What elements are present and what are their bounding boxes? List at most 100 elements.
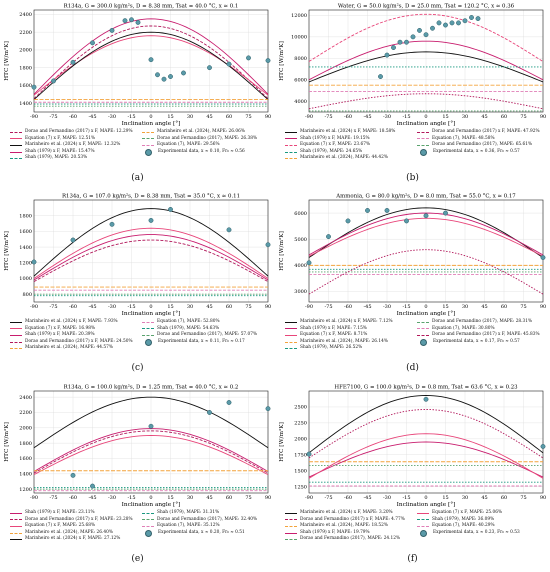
legend-item: Shah (1979), MAPE: 24.65% bbox=[285, 149, 362, 156]
legend-swatch bbox=[142, 144, 154, 146]
legend-item: Dorao and Fernandino (2017) x F, MAPE: 2… bbox=[10, 517, 133, 524]
x-tick-label: -60 bbox=[69, 114, 77, 120]
legend-item: Marinheiro et al. (2024), MAPE: 26.40% bbox=[10, 530, 113, 537]
experimental-point bbox=[443, 210, 448, 216]
legend-item: Marinheiro et al. (2024) x F, MAPE: 7.93… bbox=[10, 319, 118, 326]
chart-svg-f: HFE7100, G = 100.0 kg/m²s, D = 0.8 mm, T… bbox=[278, 384, 546, 509]
y-tick-label: 1800 bbox=[19, 213, 32, 219]
legend-swatch bbox=[10, 328, 22, 330]
x-tick-label: 0 bbox=[149, 114, 152, 120]
y-tick-label: 2000 bbox=[19, 48, 32, 54]
x-tick-label: -75 bbox=[324, 114, 332, 120]
x-tick-label: -90 bbox=[30, 304, 38, 310]
x-axis-label: Inclination angle [°] bbox=[397, 502, 456, 508]
x-tick-label: 15 bbox=[167, 304, 173, 310]
chart-legend: Marinheiro et al. (2024) x F, MAPE: 3.20… bbox=[285, 510, 547, 546]
experimental-point bbox=[226, 61, 232, 67]
legend-swatch bbox=[285, 334, 297, 336]
x-tick-label: 0 bbox=[424, 114, 427, 120]
legend-item: Experimental data, x ≈ 0.36, Fr₀ ≈ 0.57 bbox=[417, 148, 520, 156]
experimental-point bbox=[417, 27, 422, 33]
y-axis-label: HTC [W/m²K] bbox=[278, 231, 285, 271]
legend-label: Shah (1979), MAPE: 20.53% bbox=[25, 155, 88, 161]
x-tick-label: -45 bbox=[88, 304, 96, 310]
x-tick-label: -90 bbox=[305, 114, 313, 120]
legend-item: Equation (7) x F, MAPE: 25.06% bbox=[417, 510, 502, 517]
experimental-point bbox=[265, 242, 271, 248]
y-tick-label: 12000 bbox=[291, 13, 307, 19]
chart-panel-f: HFE7100, G = 100.0 kg/m²s, D = 0.8 mm, T… bbox=[275, 381, 550, 571]
legend-label: Shah (1979), MAPE: 36.09% bbox=[432, 516, 495, 522]
experimental-point bbox=[135, 19, 141, 25]
experimental-point bbox=[404, 218, 409, 224]
x-tick-label: -30 bbox=[383, 114, 391, 120]
legend-swatch bbox=[10, 158, 22, 160]
series-line-2 bbox=[308, 217, 544, 257]
x-tick-label: 60 bbox=[226, 304, 232, 310]
x-tick-label: 30 bbox=[462, 304, 468, 310]
legend-swatch bbox=[285, 539, 297, 541]
legend-label: Dorao and Fernandino (2017) x F, MAPE: 2… bbox=[25, 338, 133, 344]
x-tick-label: -45 bbox=[363, 114, 371, 120]
legend-swatch bbox=[10, 512, 22, 514]
x-tick-label: 60 bbox=[501, 114, 507, 120]
x-axis-label: Inclination angle [°] bbox=[122, 311, 181, 317]
x-tick-label: 90 bbox=[265, 495, 271, 501]
x-tick-label: -45 bbox=[88, 495, 96, 501]
x-axis-label: Inclination angle [°] bbox=[397, 121, 456, 127]
legend-label: Equation (7) x F, MAPE: 23.67% bbox=[300, 142, 371, 148]
series-line-0 bbox=[308, 207, 544, 258]
experimental-point bbox=[148, 57, 154, 63]
legend-item: Equation (7) x F, MAPE: 12.51% bbox=[10, 136, 95, 143]
legend-swatch bbox=[417, 131, 429, 133]
legend-swatch bbox=[285, 131, 297, 133]
x-tick-label: -60 bbox=[344, 304, 352, 310]
x-tick-label: -45 bbox=[88, 114, 96, 120]
experimental-point bbox=[109, 221, 115, 227]
legend-item: Experimental data, x ≈ 0.10, Fr₀ ≈ 0.56 bbox=[142, 148, 245, 156]
x-tick-label: 75 bbox=[245, 495, 251, 501]
x-tick-label: 75 bbox=[245, 304, 251, 310]
legend-item: Dorao and Fernandino (2017) x F, MAPE: 4… bbox=[285, 517, 405, 524]
legend-item: Equation (7), MAPE: 52.80% bbox=[142, 319, 220, 326]
y-tick-label: 1500 bbox=[294, 468, 307, 474]
x-tick-label: 15 bbox=[442, 495, 448, 501]
legend-item: Shah (1979), MAPE: 54.63% bbox=[142, 326, 219, 333]
experimental-point bbox=[148, 423, 154, 429]
chart-legend: Marinheiro et al. (2024) x F, MAPE: 18.5… bbox=[285, 129, 547, 165]
legend-item: Marinheiro et al. (2024), MAPE: 44.57% bbox=[10, 345, 113, 352]
plot-frame bbox=[308, 390, 544, 494]
legend-label: Shah (1979) x F, MAPE: 19.79% bbox=[300, 529, 370, 535]
panel-caption: (e) bbox=[131, 554, 144, 564]
y-tick-label: 1400 bbox=[19, 101, 32, 107]
chart-title: Water, G = 50.0 kg/m²s, D = 25.0 mm, Tsa… bbox=[338, 3, 515, 10]
experimental-point bbox=[207, 410, 212, 415]
legend-swatch bbox=[10, 131, 22, 133]
legend-swatch bbox=[10, 525, 22, 527]
y-tick-label: 1250 bbox=[294, 484, 307, 490]
x-tick-label: 75 bbox=[520, 495, 526, 501]
legend-item: Equation (7) x F, MAPE: 25.68% bbox=[10, 523, 95, 530]
panel-caption: (f) bbox=[407, 554, 418, 564]
series-line-1 bbox=[33, 430, 269, 474]
chart-title: HFE7100, G = 100.0 kg/m²s, D = 0.8 mm, T… bbox=[334, 384, 518, 391]
experimental-point bbox=[155, 72, 160, 78]
legend-swatch bbox=[10, 151, 22, 153]
series-line-2 bbox=[308, 13, 544, 62]
legend-item: Equation (7) x F, MAPE: 8.71% bbox=[285, 332, 367, 339]
legend-swatch bbox=[417, 321, 429, 323]
experimental-point bbox=[90, 483, 95, 489]
legend-swatch bbox=[142, 525, 154, 527]
legend-item: Equation (7), MAPE: 29.56% bbox=[142, 142, 220, 149]
chart-svg-a: R134a, G = 300.0 kg/m²s, D = 8.38 mm, Ts… bbox=[3, 3, 271, 128]
legend-item: Shah (1979), MAPE: 26.52% bbox=[285, 345, 362, 352]
y-tick-label: 3000 bbox=[294, 289, 307, 295]
legend-swatch bbox=[285, 348, 297, 350]
legend-label: Shah (1979) x F, MAPE: 7.15% bbox=[300, 325, 367, 331]
y-tick-label: 1600 bbox=[19, 229, 32, 235]
legend-label: Marinheiro et al. (2024) x F, MAPE: 12.3… bbox=[25, 142, 121, 148]
panel-caption: (c) bbox=[131, 363, 144, 373]
legend-item: Dorao and Fernandino (2017) x F, MAPE: 2… bbox=[10, 339, 133, 346]
legend-swatch bbox=[285, 525, 297, 527]
